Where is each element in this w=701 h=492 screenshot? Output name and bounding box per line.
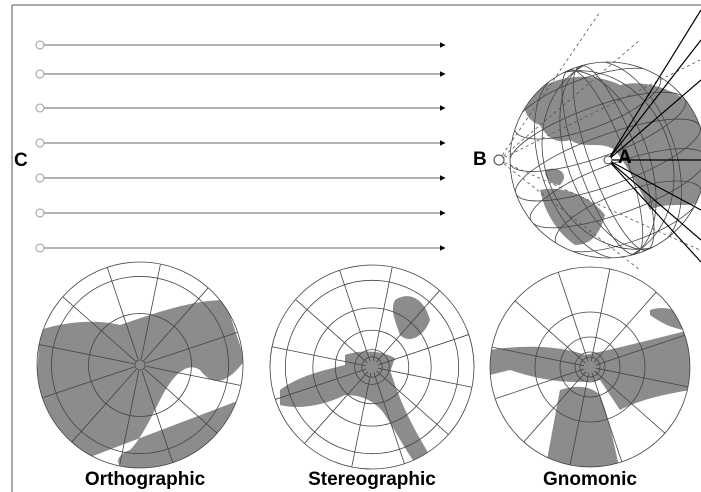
orthographic-map (30, 262, 245, 480)
ray-origin (36, 70, 44, 78)
ray-origin (36, 174, 44, 182)
gnomonic-map (490, 267, 690, 470)
label-a: A (618, 147, 632, 168)
ray-origin (36, 104, 44, 112)
caption: Orthographic (85, 469, 206, 490)
caption: Gnomonic (543, 469, 637, 490)
figure: C B A Orthographic Stereographic Gnomoni… (0, 0, 701, 492)
label-b: B (473, 149, 487, 170)
ray-origin (36, 209, 44, 217)
meridian (378, 335, 469, 365)
caption: Stereographic (308, 469, 436, 490)
meridian (558, 272, 588, 361)
label-c: C (14, 150, 28, 171)
ray-origin (36, 139, 44, 147)
ray-origin (36, 244, 44, 252)
point-a (604, 156, 612, 164)
point-b (494, 155, 504, 165)
ray-origin (36, 41, 44, 49)
stereographic-map (270, 265, 474, 470)
parallel-rays (36, 41, 445, 252)
meridian (340, 270, 370, 361)
